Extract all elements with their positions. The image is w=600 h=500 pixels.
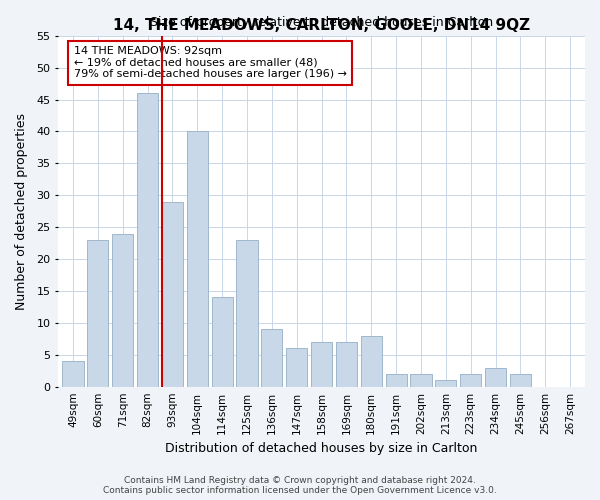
Bar	[62, 361, 83, 386]
Bar	[485, 368, 506, 386]
X-axis label: Distribution of detached houses by size in Carlton: Distribution of detached houses by size …	[166, 442, 478, 455]
Bar	[460, 374, 481, 386]
Bar	[187, 132, 208, 386]
Bar	[386, 374, 407, 386]
Title: 14, THE MEADOWS, CARLTON, GOOLE, DN14 9QZ: 14, THE MEADOWS, CARLTON, GOOLE, DN14 9Q…	[113, 18, 530, 33]
Text: Contains HM Land Registry data © Crown copyright and database right 2024.
Contai: Contains HM Land Registry data © Crown c…	[103, 476, 497, 495]
Bar	[236, 240, 257, 386]
Bar	[311, 342, 332, 386]
Bar	[510, 374, 531, 386]
Y-axis label: Number of detached properties: Number of detached properties	[15, 112, 28, 310]
Bar	[261, 329, 283, 386]
Bar	[162, 202, 183, 386]
Bar	[336, 342, 357, 386]
Bar	[112, 234, 133, 386]
Text: Size of property relative to detached houses in Carlton: Size of property relative to detached ho…	[150, 16, 493, 28]
Bar	[137, 93, 158, 386]
Text: 14 THE MEADOWS: 92sqm
← 19% of detached houses are smaller (48)
79% of semi-deta: 14 THE MEADOWS: 92sqm ← 19% of detached …	[74, 46, 347, 80]
Bar	[212, 298, 233, 386]
Bar	[286, 348, 307, 387]
Bar	[435, 380, 457, 386]
Bar	[88, 240, 109, 386]
Bar	[361, 336, 382, 386]
Bar	[410, 374, 431, 386]
